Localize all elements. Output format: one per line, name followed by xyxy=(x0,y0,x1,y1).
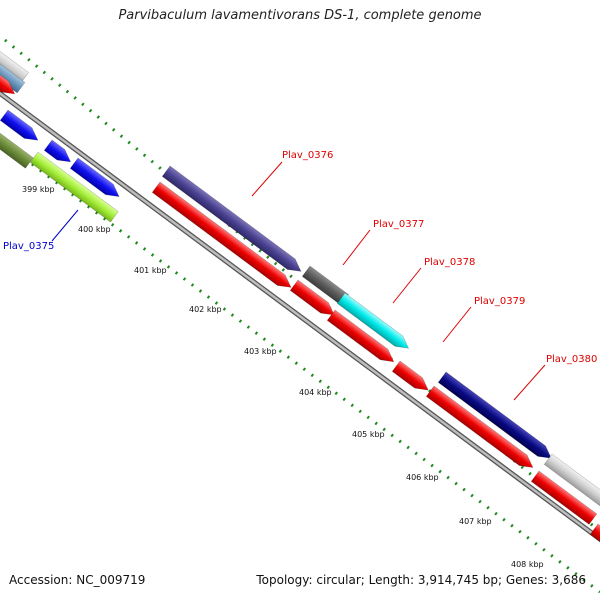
gene-red-top[interactable] xyxy=(0,65,19,99)
scale-label: 406 kbp xyxy=(406,473,439,482)
gene-red-0376[interactable] xyxy=(151,181,295,293)
gene-steel-top[interactable] xyxy=(0,54,26,94)
gene-blue-c[interactable] xyxy=(69,157,123,202)
scale-label: 408 kbp xyxy=(511,560,544,569)
scale-label: 400 kbp xyxy=(78,225,111,234)
gene-label-plav-0376[interactable]: Plav_0376 xyxy=(282,150,333,161)
gene-label-plav-0377[interactable]: Plav_0377 xyxy=(373,219,424,230)
label-leader-lines xyxy=(51,161,546,401)
genome-summary-text: Topology: circular; Length: 3,914,745 bp… xyxy=(256,573,586,587)
gene-red-edge[interactable] xyxy=(589,523,600,547)
gene-red-0377[interactable] xyxy=(289,279,338,320)
gene-red-0378[interactable] xyxy=(326,309,397,367)
gene-label-plav-0378[interactable]: Plav_0378 xyxy=(424,257,475,268)
gene-features xyxy=(0,43,600,547)
leader-line-plav-0376 xyxy=(251,161,283,197)
leader-line-plav-0377 xyxy=(342,229,371,266)
gene-blue-a[interactable] xyxy=(0,109,41,145)
gene-plav-0376[interactable] xyxy=(161,165,305,277)
gene-plav-0380[interactable] xyxy=(437,371,555,464)
leader-line-plav-0380 xyxy=(513,364,546,401)
scale-labels: 399 kbp 400 kbp 401 kbp 402 kbp 403 kbp … xyxy=(22,185,544,569)
scale-label: 401 kbp xyxy=(134,266,167,275)
gene-gray-right[interactable] xyxy=(543,453,600,507)
leader-line-plav-0379 xyxy=(442,306,472,343)
gene-blue-b[interactable] xyxy=(43,139,74,167)
gene-plav-0378[interactable] xyxy=(336,292,412,354)
scale-label: 402 kbp xyxy=(189,305,222,314)
gene-plav-0375[interactable] xyxy=(29,151,119,223)
gene-labels: Plav_0375 Plav_0376 Plav_0377 Plav_0378 … xyxy=(3,150,597,365)
scale-label: 404 kbp xyxy=(299,388,332,397)
gene-label-plav-0379[interactable]: Plav_0379 xyxy=(474,296,525,307)
tick-track-inner xyxy=(0,138,600,594)
leader-line-plav-0375 xyxy=(51,209,79,242)
scale-label: 399 kbp xyxy=(22,185,55,194)
gene-red-0380[interactable] xyxy=(425,385,537,473)
gene-label-plav-0380[interactable]: Plav_0380 xyxy=(546,354,597,365)
accession-text: Accession: NC_009719 xyxy=(9,573,146,587)
gene-red-0379[interactable] xyxy=(391,360,432,395)
gene-olive[interactable] xyxy=(0,121,34,169)
scale-label: 407 kbp xyxy=(459,517,492,526)
genome-backbone xyxy=(0,90,600,543)
leader-line-plav-0378 xyxy=(392,267,422,304)
gene-label-plav-0375[interactable]: Plav_0375 xyxy=(3,241,54,252)
scale-label: 403 kbp xyxy=(244,347,277,356)
map-title: Parvibaculum lavamentivorans DS-1, compl… xyxy=(118,8,482,23)
gene-red-right[interactable] xyxy=(530,470,598,525)
scale-label: 405 kbp xyxy=(352,430,385,439)
